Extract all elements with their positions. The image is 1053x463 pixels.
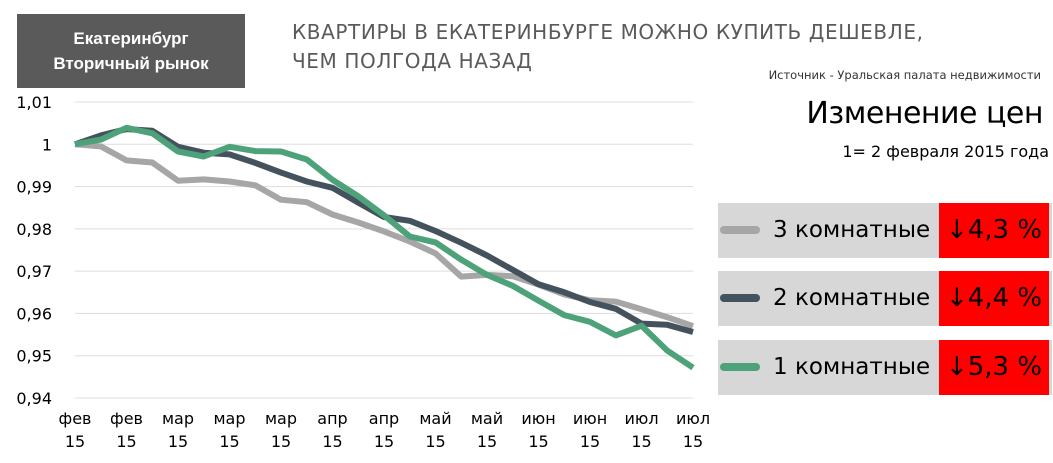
headline-line-1: КВАРТИРЫ В ЕКАТЕРИНБУРГЕ МОЖНО КУПИТЬ ДЕ… [292, 20, 924, 44]
change-badge: ↓5,3 % [939, 340, 1049, 395]
x-tick-month: фев [59, 409, 92, 428]
line-chart: 0,94 0,95 0,96 0,97 0,98 0,99 1 1,01 фев 15 фев 15… [16, 93, 711, 451]
x-tick-month: май [471, 409, 503, 428]
x-tick-year: 15 [168, 432, 188, 451]
headline-line-2: ЧЕМ ПОЛГОДА НАЗАД [292, 49, 533, 73]
region-badge: Екатеринбург Вторичный рынок [17, 14, 245, 88]
change-badge: ↓4,3 % [939, 203, 1049, 258]
y-tick-label: 1,01 [16, 93, 52, 112]
y-tick-label: 0,94 [16, 389, 52, 408]
legend-row-1-room: 1 комнатные ↓5,3 % [718, 340, 1052, 395]
x-tick-year: 15 [271, 432, 291, 451]
x-tick-month: июл [624, 409, 658, 428]
chart-subtitle: 1= 2 февраля 2015 года [842, 142, 1049, 161]
legend-label: 3 комнатные [773, 217, 931, 243]
y-tick-label: 0,99 [16, 178, 52, 197]
x-tick-year: 15 [322, 432, 342, 451]
x-tick-year: 15 [683, 432, 703, 451]
x-tick-month: мар [213, 409, 245, 428]
x-tick-month: фев [110, 409, 143, 428]
legend-row-3-rooms: 3 комнатные ↓4,3 % [718, 203, 1052, 258]
y-tick-label: 0,97 [16, 262, 52, 281]
legend-swatch [720, 363, 760, 371]
x-tick-year: 15 [528, 432, 548, 451]
x-tick-year: 15 [631, 432, 651, 451]
x-tick-year: 15 [477, 432, 497, 451]
badge-city: Екатеринбург [73, 29, 189, 48]
x-axis-labels: фев 15 фев 15 мар 15 мар 15 мар 15 апр 15 апр 15 май 15… [59, 409, 711, 451]
y-tick-label: 0,95 [16, 347, 52, 366]
y-axis-labels: 0,94 0,95 0,96 0,97 0,98 0,99 1 1,01 [16, 93, 52, 408]
grid [75, 101, 693, 399]
legend-swatch [720, 226, 760, 234]
x-tick-month: июн [521, 409, 555, 428]
chart-title: Изменение цен [806, 96, 1043, 131]
x-tick-year: 15 [65, 432, 85, 451]
x-tick-year: 15 [219, 432, 239, 451]
x-tick-month: мар [162, 409, 194, 428]
x-tick-month: июл [676, 409, 710, 428]
series-lines [74, 124, 695, 371]
series-line [74, 141, 694, 329]
source-note: Источник - Уральская палата недвижимости [768, 68, 1041, 82]
x-tick-year: 15 [425, 432, 445, 451]
headline: КВАРТИРЫ В ЕКАТЕРИНБУРГЕ МОЖНО КУПИТЬ ДЕ… [292, 18, 992, 76]
x-tick-month: апр [369, 409, 399, 428]
x-tick-month: апр [317, 409, 347, 428]
legend-row-2-rooms: 2 комнатные ↓4,4 % [718, 271, 1052, 326]
x-tick-month: июн [573, 409, 607, 428]
legend-label: 2 комнатные [773, 285, 931, 311]
x-tick-year: 15 [374, 432, 394, 451]
x-tick-month: май [419, 409, 451, 428]
badge-market: Вторичный рынок [53, 54, 209, 73]
x-tick-month: мар [265, 409, 297, 428]
legend-swatch [720, 294, 760, 302]
legend-label: 1 комнатные [773, 354, 931, 380]
x-tick-year: 15 [116, 432, 136, 451]
y-tick-label: 0,98 [16, 220, 52, 239]
y-tick-label: 0,96 [16, 304, 52, 323]
y-tick-label: 1 [42, 135, 52, 154]
series-line [74, 124, 695, 371]
change-badge: ↓4,4 % [939, 271, 1049, 326]
x-tick-year: 15 [580, 432, 600, 451]
